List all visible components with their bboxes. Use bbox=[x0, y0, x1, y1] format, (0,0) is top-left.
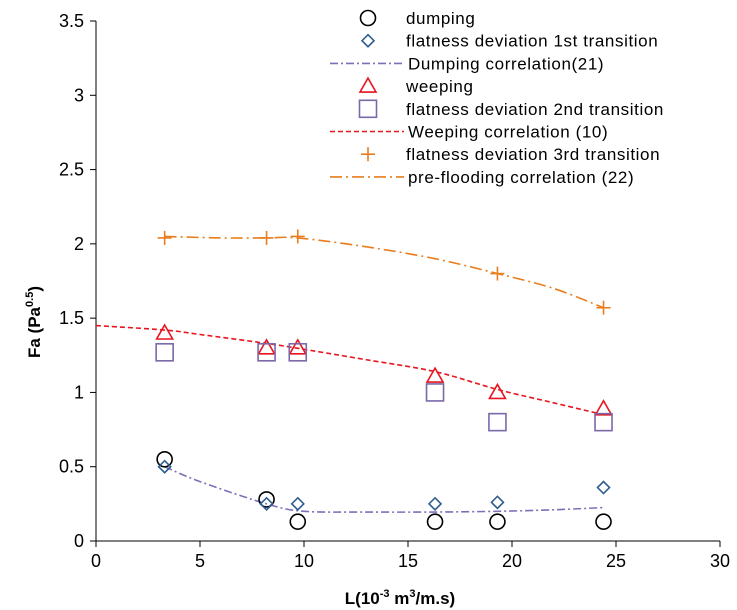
x-tick-label: 10 bbox=[294, 551, 314, 571]
y-tick-label: 2 bbox=[74, 234, 84, 254]
legend-label: flatness deviation 1st transition bbox=[406, 32, 658, 51]
legend-swatch-3 bbox=[358, 76, 378, 93]
series-4-point bbox=[488, 412, 507, 432]
legend-entry: flatness deviation 2nd transition bbox=[358, 99, 664, 119]
series-line-2 bbox=[164, 465, 604, 513]
legend-entry: pre-flooding correlation (22) bbox=[330, 168, 634, 187]
legend-label: dumping bbox=[406, 9, 475, 28]
legend-entry: Weeping correlation (10) bbox=[330, 123, 608, 142]
series-6-point bbox=[290, 229, 305, 244]
x-tick-label: 25 bbox=[606, 551, 626, 571]
series-1-point bbox=[157, 459, 172, 474]
series-3-point bbox=[257, 338, 276, 355]
series-4-point bbox=[155, 343, 174, 362]
series-0-point bbox=[489, 513, 506, 530]
legend: dumping flatness deviation 1st transition… bbox=[330, 9, 664, 187]
series-0-point bbox=[426, 513, 444, 530]
x-tick-label: 30 bbox=[710, 551, 730, 571]
series-1-point bbox=[259, 496, 274, 511]
series-0-point bbox=[595, 513, 612, 530]
tick-labels: 0 5 10 15 20 25 30 0 0.5 1 1.5 2 2.5 3 3.5 bbox=[59, 11, 730, 571]
y-tick-label: 3 bbox=[74, 85, 84, 105]
y-axis-title: Fa (Pa0.5) bbox=[24, 286, 44, 358]
y-tick-label: 1 bbox=[74, 382, 84, 402]
legend-swatch-0 bbox=[359, 9, 377, 27]
series-1-point bbox=[427, 496, 443, 511]
series-1-point bbox=[290, 496, 305, 511]
legend-swatch-4 bbox=[358, 99, 378, 119]
legend-label: Weeping correlation (10) bbox=[408, 123, 608, 142]
legend-label: Dumping correlation(21) bbox=[408, 54, 604, 73]
series-4-point bbox=[594, 412, 613, 432]
legend-entry: weeping bbox=[358, 76, 474, 96]
series-6-point bbox=[490, 266, 505, 281]
series-4-point bbox=[288, 343, 308, 362]
y-tick-label: 1.5 bbox=[59, 308, 84, 328]
legend-entry: flatness deviation 3rd transition bbox=[361, 145, 660, 164]
legend-swatch-6 bbox=[361, 147, 375, 162]
series-line-7 bbox=[164, 235, 604, 309]
series-6-point bbox=[596, 300, 611, 315]
series-3-point bbox=[594, 399, 613, 416]
series-3-point bbox=[288, 338, 308, 355]
series-6-point bbox=[157, 230, 172, 245]
x-axis-title: L(10-3 m3/m.s) bbox=[345, 588, 455, 608]
legend-entry: flatness deviation 1st transition bbox=[360, 32, 658, 51]
y-tick-label: 0 bbox=[74, 531, 84, 551]
x-tick-label: 20 bbox=[502, 551, 522, 571]
series-4-point bbox=[425, 383, 445, 402]
series-0-point bbox=[289, 513, 307, 530]
series-3-point bbox=[488, 382, 507, 400]
legend-entry: dumping bbox=[359, 9, 475, 28]
legend-label: flatness deviation 2nd transition bbox=[406, 100, 664, 119]
legend-label: pre-flooding correlation (22) bbox=[408, 168, 634, 187]
series-3-point bbox=[155, 323, 175, 340]
legend-swatch-1 bbox=[360, 33, 376, 48]
x-tick-label: 15 bbox=[398, 551, 418, 571]
series-3-point bbox=[425, 366, 445, 383]
x-tick-label: 5 bbox=[195, 551, 205, 571]
legend-entry: Dumping correlation(21) bbox=[330, 54, 604, 73]
series-6-point bbox=[259, 230, 274, 245]
y-tick-label: 0.5 bbox=[59, 457, 84, 477]
series-4-point bbox=[257, 343, 276, 362]
series-1-point bbox=[490, 495, 505, 510]
series-0-point bbox=[258, 491, 275, 508]
series-1-point bbox=[596, 480, 611, 495]
y-tick-label: 3.5 bbox=[59, 11, 84, 31]
legend-label: weeping bbox=[405, 77, 474, 96]
y-tick-label: 2.5 bbox=[59, 160, 84, 180]
series-line-5 bbox=[95, 324, 604, 416]
x-tick-label: 0 bbox=[91, 551, 101, 571]
legend-label: flatness deviation 3rd transition bbox=[406, 145, 660, 164]
axes bbox=[90, 20, 721, 547]
series-0-point bbox=[156, 450, 173, 468]
plot-area bbox=[95, 229, 613, 530]
